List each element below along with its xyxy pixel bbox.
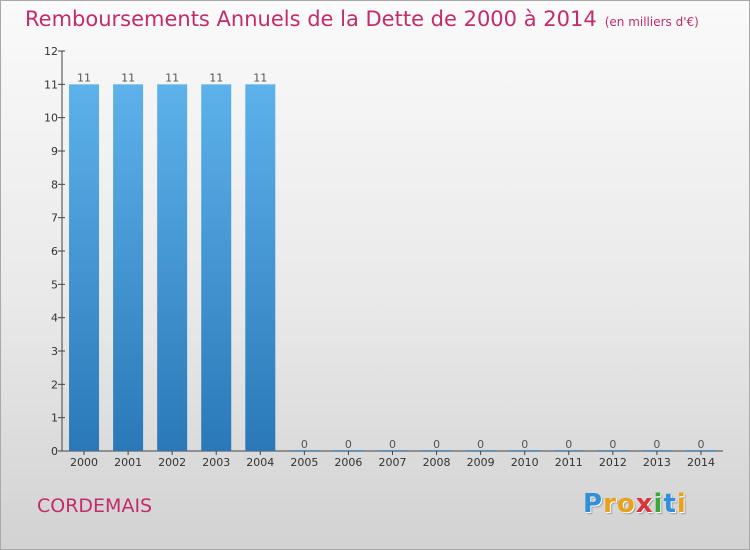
chart-title: Remboursements Annuels de la Dette de 20… bbox=[25, 7, 699, 31]
bar-value-label: 0 bbox=[389, 438, 396, 451]
x-tick-label: 2005 bbox=[290, 456, 318, 469]
y-tick-label: 12 bbox=[44, 45, 58, 58]
x-tick-label: 2010 bbox=[511, 456, 539, 469]
bar-value-label: 0 bbox=[433, 438, 440, 451]
bar bbox=[157, 84, 188, 451]
y-tick-label: 0 bbox=[51, 445, 58, 458]
bar bbox=[421, 450, 452, 451]
logo-letter: r bbox=[603, 489, 617, 519]
logo-letter: i bbox=[653, 489, 664, 519]
bar bbox=[553, 450, 584, 451]
bar bbox=[465, 450, 496, 451]
x-tick-label: 2003 bbox=[202, 456, 230, 469]
logo-letter: x bbox=[635, 489, 654, 519]
x-tick-label: 2014 bbox=[687, 456, 715, 469]
logo-letter: t bbox=[663, 489, 677, 519]
x-tick-label: 2012 bbox=[599, 456, 627, 469]
bar-value-label: 0 bbox=[477, 438, 484, 451]
bar-value-label: 11 bbox=[77, 71, 91, 84]
bar-value-label: 11 bbox=[165, 71, 179, 84]
x-tick-label: 2000 bbox=[70, 456, 98, 469]
y-tick-label: 5 bbox=[51, 278, 58, 291]
bar-value-label: 11 bbox=[121, 71, 135, 84]
logo-letter: o bbox=[616, 489, 636, 519]
chart-unit: (en milliers d'€) bbox=[604, 15, 699, 29]
y-tick-label: 8 bbox=[51, 178, 58, 191]
logo-letter: P bbox=[583, 489, 604, 519]
bar-value-label: 0 bbox=[345, 438, 352, 451]
y-tick-label: 4 bbox=[51, 312, 58, 325]
bar-value-label: 0 bbox=[609, 438, 616, 451]
bar-value-label: 0 bbox=[301, 438, 308, 451]
x-tick-label: 2009 bbox=[467, 456, 495, 469]
y-tick-label: 2 bbox=[51, 378, 58, 391]
y-tick-label: 7 bbox=[51, 212, 58, 225]
x-tick-label: 2004 bbox=[246, 456, 274, 469]
bar-value-label: 0 bbox=[653, 438, 660, 451]
x-tick-label: 2007 bbox=[379, 456, 407, 469]
chart-title-text: Remboursements Annuels de la Dette de 20… bbox=[25, 7, 597, 31]
y-tick-label: 1 bbox=[51, 412, 58, 425]
x-tick-label: 2006 bbox=[334, 456, 362, 469]
x-tick-label: 2011 bbox=[555, 456, 583, 469]
commune-name: CORDEMAIS bbox=[37, 495, 153, 517]
bar bbox=[509, 450, 540, 451]
bar bbox=[685, 450, 716, 451]
y-tick-label: 9 bbox=[51, 145, 58, 158]
bar bbox=[289, 450, 320, 451]
y-tick-label: 10 bbox=[44, 112, 58, 125]
y-tick-label: 3 bbox=[51, 345, 58, 358]
bar bbox=[377, 450, 408, 451]
x-tick-label: 2013 bbox=[643, 456, 671, 469]
bar-value-label: 11 bbox=[209, 71, 223, 84]
bar-value-label: 11 bbox=[253, 71, 267, 84]
bar bbox=[245, 84, 276, 451]
bar bbox=[201, 84, 232, 451]
y-tick-label: 6 bbox=[51, 245, 58, 258]
bar bbox=[333, 450, 364, 451]
x-tick-label: 2001 bbox=[114, 456, 142, 469]
bar bbox=[113, 84, 144, 451]
bar-value-label: 0 bbox=[565, 438, 572, 451]
bar bbox=[69, 84, 100, 451]
bar bbox=[641, 450, 672, 451]
proxiti-logo: Proxiti bbox=[583, 489, 687, 519]
x-tick-label: 2002 bbox=[158, 456, 186, 469]
bar-value-label: 0 bbox=[521, 438, 528, 451]
bar bbox=[597, 450, 628, 451]
bar-value-label: 0 bbox=[697, 438, 704, 451]
logo-letter: i bbox=[676, 489, 687, 519]
y-tick-label: 11 bbox=[44, 78, 58, 91]
x-tick-label: 2008 bbox=[423, 456, 451, 469]
